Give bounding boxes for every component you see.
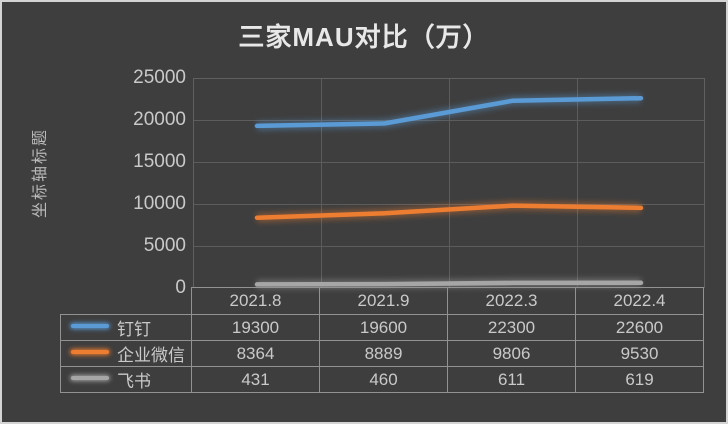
table-cell: 8364 (191, 340, 320, 367)
y-tick-label-0: 0 (175, 277, 186, 298)
table-row-wecom: 企业微信 8364 8889 9806 9530 (60, 340, 704, 367)
table-cell: 9806 (447, 340, 576, 367)
series-line-feishu (254, 280, 644, 287)
legend-line-swatch-orange (71, 350, 109, 354)
chart-title: 三家MAU对比（万） (238, 22, 490, 52)
series-line-dingtalk (254, 95, 644, 129)
legend-item-wecom: 企业微信 (60, 340, 192, 367)
table-row-feishu: 飞书 431 460 611 619 (60, 366, 704, 393)
table-cell: 19600 (319, 314, 448, 341)
table-corner-blank-cell (61, 288, 192, 315)
table-cell: 619 (575, 366, 704, 393)
table-cell: 431 (191, 366, 320, 393)
y-tick-label-15000: 15000 (133, 151, 186, 172)
y-tick-label-25000: 25000 (133, 67, 186, 88)
legend-label: 企业微信 (117, 346, 185, 365)
legend-label: 飞书 (117, 372, 151, 391)
series-line-wecom (254, 203, 644, 220)
y-tick-label-10000: 10000 (133, 193, 186, 214)
table-header-row: 2021.8 2021.9 2022.3 2022.4 (61, 287, 704, 315)
table-cell: 22600 (575, 314, 704, 341)
table-row-dingtalk: 钉钉 19300 19600 22300 22600 (60, 314, 704, 341)
legend-line-swatch-gray (71, 376, 109, 380)
table-header-cell: 2022.3 (447, 287, 576, 315)
y-tick-label-20000: 20000 (133, 109, 186, 130)
legend-item-feishu: 飞书 (60, 366, 192, 393)
y-tick-label-5000: 5000 (143, 235, 186, 256)
chart-data-table: 2021.8 2021.9 2022.3 2022.4 钉钉 19300 196… (60, 287, 704, 393)
table-header-cell: 2021.8 (191, 287, 320, 315)
table-cell: 9530 (575, 340, 704, 367)
line-series-layer (254, 93, 644, 289)
v-gridline-2 (449, 79, 450, 287)
table-header-cell: 2022.4 (575, 287, 704, 315)
table-cell: 611 (447, 366, 576, 393)
y-axis-title: 坐标轴标题 (32, 128, 49, 219)
legend-line-swatch-blue (71, 324, 109, 328)
v-gridline-3 (577, 79, 578, 287)
legend-item-dingtalk: 钉钉 (60, 314, 192, 341)
table-cell: 460 (319, 366, 448, 393)
table-header-cell: 2021.9 (319, 287, 448, 315)
table-cell: 22300 (447, 314, 576, 341)
table-cell: 8889 (319, 340, 448, 367)
table-cell: 19300 (191, 314, 320, 341)
v-gridline-1 (321, 79, 322, 287)
legend-label: 钉钉 (117, 320, 151, 339)
